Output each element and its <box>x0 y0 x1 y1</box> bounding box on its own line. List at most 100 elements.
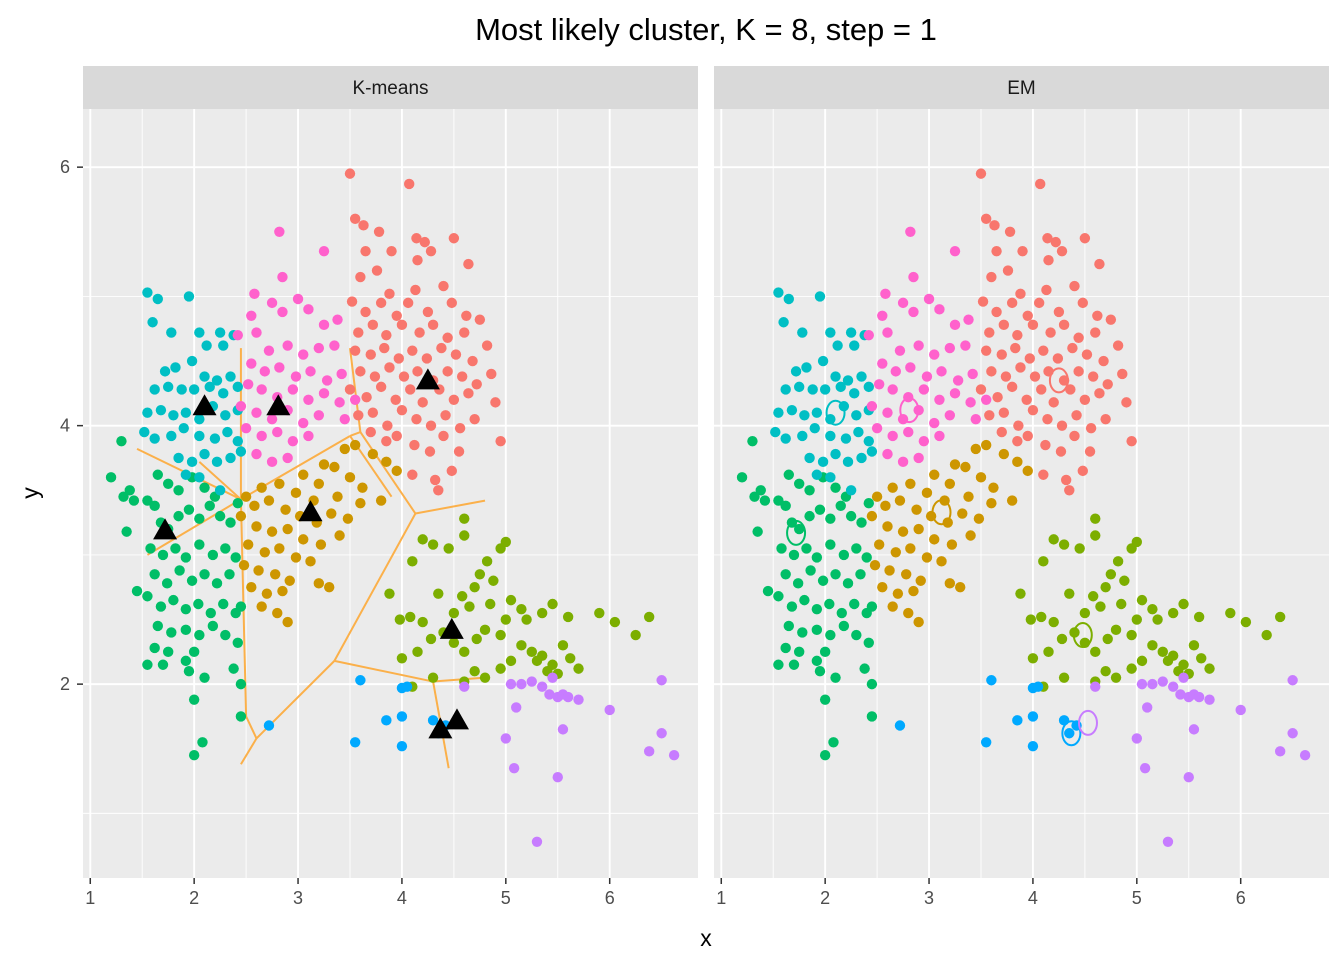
data-point <box>536 607 548 619</box>
data-point <box>866 446 878 457</box>
data-point <box>230 552 241 563</box>
data-point <box>183 504 195 515</box>
data-point <box>1090 513 1101 524</box>
data-point <box>124 485 135 496</box>
data-point <box>565 653 576 664</box>
data-point <box>963 491 974 502</box>
data-point <box>180 407 192 418</box>
data-point <box>562 691 574 703</box>
data-point <box>235 601 247 612</box>
data-point <box>396 319 408 331</box>
data-point <box>381 715 392 726</box>
data-point <box>211 456 223 468</box>
x-axis-title: x <box>700 925 712 951</box>
data-point <box>778 317 789 328</box>
data-point <box>235 678 247 690</box>
data-point <box>318 245 330 257</box>
data-point <box>797 627 808 638</box>
data-point <box>965 397 976 408</box>
data-point <box>793 523 805 535</box>
data-point <box>773 287 784 298</box>
data-point <box>159 366 171 377</box>
data-point <box>391 430 402 442</box>
data-point <box>251 327 262 338</box>
data-point <box>949 459 961 470</box>
data-point <box>942 517 953 528</box>
data-point <box>1100 666 1111 677</box>
x-tick-label: 6 <box>605 888 615 908</box>
data-point <box>1178 672 1189 683</box>
data-point <box>908 306 919 318</box>
data-point <box>1193 691 1205 703</box>
data-point <box>324 582 335 593</box>
data-point <box>166 627 177 638</box>
em-mean-ellipse <box>1072 622 1093 649</box>
data-point <box>1060 474 1072 486</box>
data-point <box>1034 178 1046 190</box>
data-point <box>594 607 605 619</box>
data-point <box>495 629 506 641</box>
data-point <box>871 423 883 434</box>
kmeans-centroid-marker <box>439 617 464 639</box>
data-point <box>1010 342 1021 354</box>
data-point <box>986 366 997 377</box>
data-point <box>346 296 358 307</box>
data-point <box>174 565 185 576</box>
data-point <box>367 448 379 460</box>
data-point <box>975 472 987 483</box>
data-point <box>1094 388 1105 399</box>
data-point <box>819 646 831 658</box>
data-point <box>643 611 655 623</box>
data-point <box>305 366 316 377</box>
data-point <box>313 478 325 490</box>
data-point <box>929 349 940 360</box>
data-point <box>894 345 906 356</box>
data-point <box>116 435 127 447</box>
data-point <box>1100 582 1111 593</box>
voronoi-edge <box>349 431 361 437</box>
data-point <box>1240 616 1252 628</box>
data-point <box>436 342 447 354</box>
data-point <box>157 549 169 561</box>
data-point <box>218 598 229 610</box>
data-point <box>918 384 930 395</box>
data-point <box>921 487 933 499</box>
data-point <box>142 407 153 418</box>
data-point <box>199 672 210 683</box>
data-point <box>984 410 995 421</box>
data-point <box>1188 724 1200 735</box>
data-point <box>992 392 1003 403</box>
data-point <box>609 616 621 628</box>
data-point <box>1105 569 1117 580</box>
data-point <box>246 358 257 369</box>
data-point <box>334 530 345 541</box>
x-tick-label: 5 <box>1132 888 1142 908</box>
data-point <box>118 491 129 502</box>
data-point <box>474 569 486 580</box>
data-point <box>479 624 491 636</box>
data-point <box>1077 465 1088 477</box>
data-point <box>360 306 371 318</box>
data-point <box>873 379 885 390</box>
data-point <box>1178 598 1189 610</box>
data-point <box>128 495 140 506</box>
data-point <box>373 226 385 237</box>
data-point <box>367 319 379 331</box>
data-point <box>505 655 517 667</box>
data-point <box>944 578 956 589</box>
data-point <box>170 543 181 554</box>
data-point <box>353 410 364 421</box>
data-point <box>859 663 870 674</box>
data-point <box>814 291 826 302</box>
data-point <box>825 472 836 483</box>
data-point <box>1069 280 1080 292</box>
data-point <box>1126 663 1137 674</box>
data-point <box>168 410 179 421</box>
data-point <box>929 534 940 545</box>
data-point <box>214 327 226 338</box>
data-point <box>819 750 831 761</box>
data-point <box>908 271 919 283</box>
data-point <box>386 245 397 257</box>
data-point <box>986 675 997 686</box>
data-point <box>145 543 156 554</box>
